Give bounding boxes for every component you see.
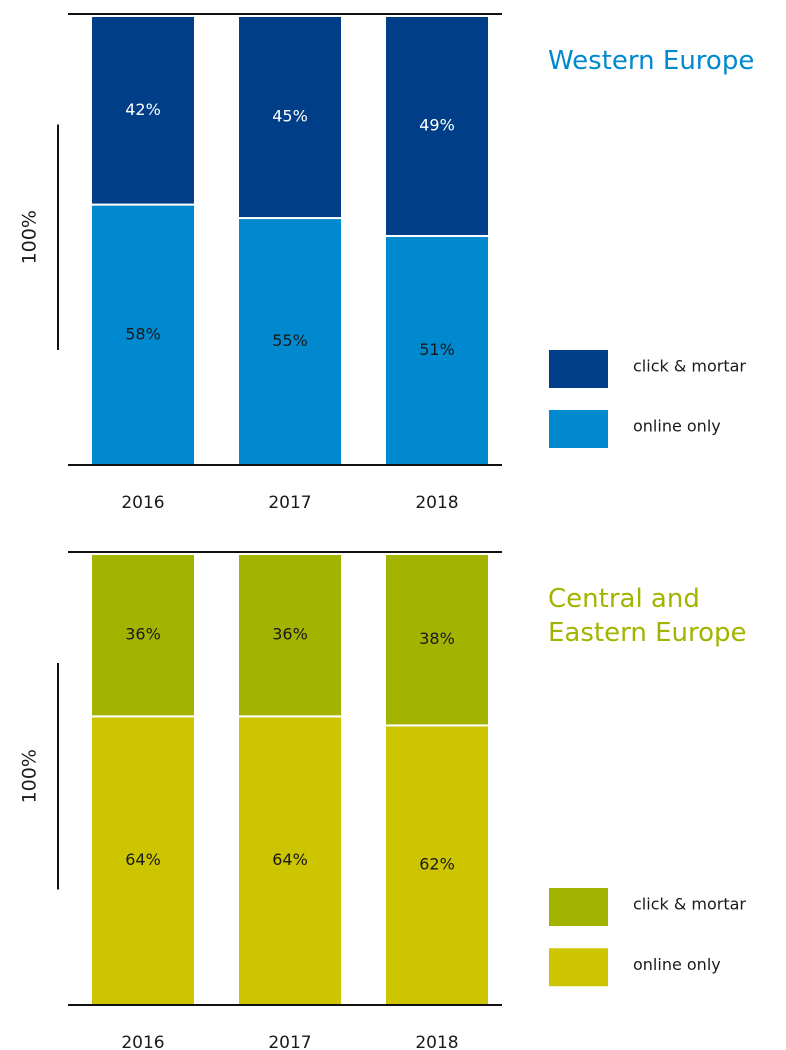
bar-segment [384, 15, 490, 238]
bar-segment [90, 553, 196, 718]
y-axis-label: 100% [19, 749, 41, 803]
bar-segment [90, 15, 196, 206]
chart-title: Western Europe [548, 46, 755, 76]
data-label: 45% [272, 107, 308, 126]
data-label: 55% [272, 331, 308, 350]
x-tick-label: 2016 [121, 1033, 164, 1050]
data-label: 58% [125, 324, 161, 343]
bar-segment [90, 203, 196, 467]
bar-segment [237, 553, 343, 718]
data-label: 64% [272, 850, 308, 869]
legend-label: click & mortar [633, 357, 746, 376]
data-label: 42% [125, 100, 161, 119]
data-label: 64% [125, 850, 161, 869]
data-label: 62% [419, 855, 455, 874]
bar-segment [384, 553, 490, 727]
legend-label: click & mortar [633, 895, 746, 914]
legend-label: online only [633, 955, 721, 974]
bar-segment [237, 715, 343, 1006]
legend-swatch [549, 350, 608, 388]
legend-label: online only [633, 417, 721, 436]
data-label: 38% [419, 629, 455, 648]
y-axis-label: 100% [19, 210, 41, 264]
x-tick-label: 2018 [415, 493, 458, 513]
x-tick-label: 2017 [268, 493, 311, 513]
data-label: 51% [419, 340, 455, 359]
bar-segment [237, 15, 343, 220]
legend-swatch [549, 888, 608, 926]
chart-title: Central and Eastern Europe [548, 584, 747, 648]
data-label: 36% [125, 625, 161, 644]
legend-swatch [549, 948, 608, 987]
data-label: 36% [272, 625, 308, 644]
x-tick-label: 2016 [121, 493, 164, 513]
bar-segment [90, 715, 196, 1006]
x-tick-label: 2018 [415, 1033, 458, 1050]
x-tick-label: 2017 [268, 1033, 311, 1050]
data-label: 49% [419, 116, 455, 135]
legend-swatch [549, 410, 608, 448]
